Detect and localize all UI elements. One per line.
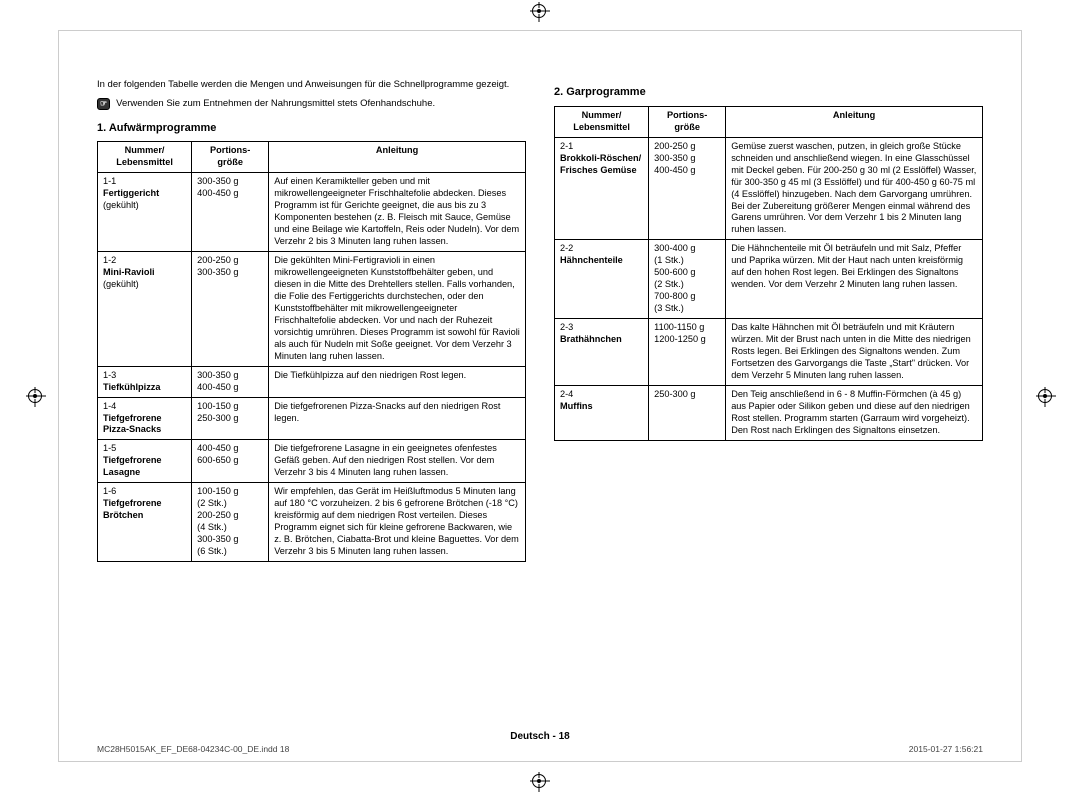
cell-food: 2-3Brathähnchen [555, 319, 649, 386]
cell-food: 2-1Brokkoli-Röschen/Frisches Gemüse [555, 137, 649, 240]
cell-portion: 300-350 g 400-450 g [192, 366, 269, 397]
print-meta: MC28H5015AK_EF_DE68-04234C-00_DE.indd 18… [97, 744, 983, 755]
right-column: 2. Garprogramme Nummer/ Lebensmittel Por… [554, 79, 983, 724]
table-row: 2-4Muffins250-300 gDen Teig anschließend… [555, 385, 983, 440]
manual-page: In der folgenden Tabelle werden die Meng… [58, 30, 1022, 762]
table-row: 2-1Brokkoli-Röschen/Frisches Gemüse200-2… [555, 137, 983, 240]
cell-food: 1-5Tiefgefrorene Lasagne [98, 440, 192, 483]
cell-food: 1-6Tiefgefrorene Brötchen [98, 483, 192, 562]
th-portion: Portions- größe [192, 142, 269, 173]
table-row: 1-2Mini-Ravioli(gekühlt)200-250 g 300-35… [98, 252, 526, 367]
cell-portion: 200-250 g 300-350 g 400-450 g [649, 137, 726, 240]
cell-portion: 100-150 g 250-300 g [192, 397, 269, 440]
th-food: Nummer/ Lebensmittel [98, 142, 192, 173]
cell-portion: 300-350 g 400-450 g [192, 173, 269, 252]
cell-portion: 200-250 g 300-350 g [192, 252, 269, 367]
cell-instr: Die gekühlten Mini-Fertigravioli in eine… [269, 252, 526, 367]
table-row: 1-4Tiefgefrorene Pizza-Snacks100-150 g 2… [98, 397, 526, 440]
meta-date: 2015-01-27 1:56:21 [909, 744, 983, 755]
cell-portion: 250-300 g [649, 385, 726, 440]
cell-instr: Auf einen Keramikteller geben und mit mi… [269, 173, 526, 252]
cell-instr: Die Hähnchenteile mit Öl beträufeln und … [726, 240, 983, 319]
cell-food: 1-4Tiefgefrorene Pizza-Snacks [98, 397, 192, 440]
cell-instr: Den Teig anschließend in 6 - 8 Muffin-Fö… [726, 385, 983, 440]
cell-portion: 400-450 g 600-650 g [192, 440, 269, 483]
section1-title: 1. Aufwärmprogramme [97, 121, 526, 136]
page-footer: Deutsch - 18 [97, 730, 983, 744]
cell-portion: 100-150 g (2 Stk.) 200-250 g (4 Stk.) 30… [192, 483, 269, 562]
cell-instr: Wir empfehlen, das Gerät im Heißluftmodu… [269, 483, 526, 562]
cell-instr: Die tiefgefrorene Lasagne in ein geeigne… [269, 440, 526, 483]
table-row: 2-3Brathähnchen1100-1150 g 1200-1250 gDa… [555, 319, 983, 386]
intro-text: In der folgenden Tabelle werden die Meng… [97, 79, 526, 92]
table-reheat: Nummer/ Lebensmittel Portions- größe Anl… [97, 141, 526, 562]
cell-food: 2-2Hähnchenteile [555, 240, 649, 319]
table-row: 1-3Tiefkühlpizza300-350 g 400-450 gDie T… [98, 366, 526, 397]
meta-file: MC28H5015AK_EF_DE68-04234C-00_DE.indd 18 [97, 744, 289, 755]
table-row: 1-6Tiefgefrorene Brötchen100-150 g (2 St… [98, 483, 526, 562]
cell-food: 2-4Muffins [555, 385, 649, 440]
cell-instr: Die Tiefkühlpizza auf den niedrigen Rost… [269, 366, 526, 397]
table-row: 2-2Hähnchenteile300-400 g (1 Stk.) 500-6… [555, 240, 983, 319]
th-instr: Anleitung [726, 106, 983, 137]
cell-food: 1-3Tiefkühlpizza [98, 366, 192, 397]
th-instr: Anleitung [269, 142, 526, 173]
cell-food: 1-2Mini-Ravioli(gekühlt) [98, 252, 192, 367]
cell-food: 1-1Fertiggericht(gekühlt) [98, 173, 192, 252]
table-row: 1-5Tiefgefrorene Lasagne400-450 g 600-65… [98, 440, 526, 483]
cell-portion: 300-400 g (1 Stk.) 500-600 g (2 Stk.) 70… [649, 240, 726, 319]
cell-instr: Gemüse zuerst waschen, putzen, in gleich… [726, 137, 983, 240]
cell-portion: 1100-1150 g 1200-1250 g [649, 319, 726, 386]
notice-icon: ☞ [97, 98, 110, 110]
oven-glove-notice: ☞ Verwenden Sie zum Entnehmen der Nahrun… [97, 98, 526, 111]
th-food: Nummer/ Lebensmittel [555, 106, 649, 137]
notice-text: Verwenden Sie zum Entnehmen der Nahrungs… [116, 98, 435, 111]
cell-instr: Die tiefgefrorenen Pizza-Snacks auf den … [269, 397, 526, 440]
table-row: 1-1Fertiggericht(gekühlt)300-350 g 400-4… [98, 173, 526, 252]
section2-title: 2. Garprogramme [554, 85, 983, 100]
th-portion: Portions- größe [649, 106, 726, 137]
table-cook: Nummer/ Lebensmittel Portions- größe Anl… [554, 106, 983, 441]
left-column: In der folgenden Tabelle werden die Meng… [97, 79, 526, 724]
cell-instr: Das kalte Hähnchen mit Öl beträufeln und… [726, 319, 983, 386]
